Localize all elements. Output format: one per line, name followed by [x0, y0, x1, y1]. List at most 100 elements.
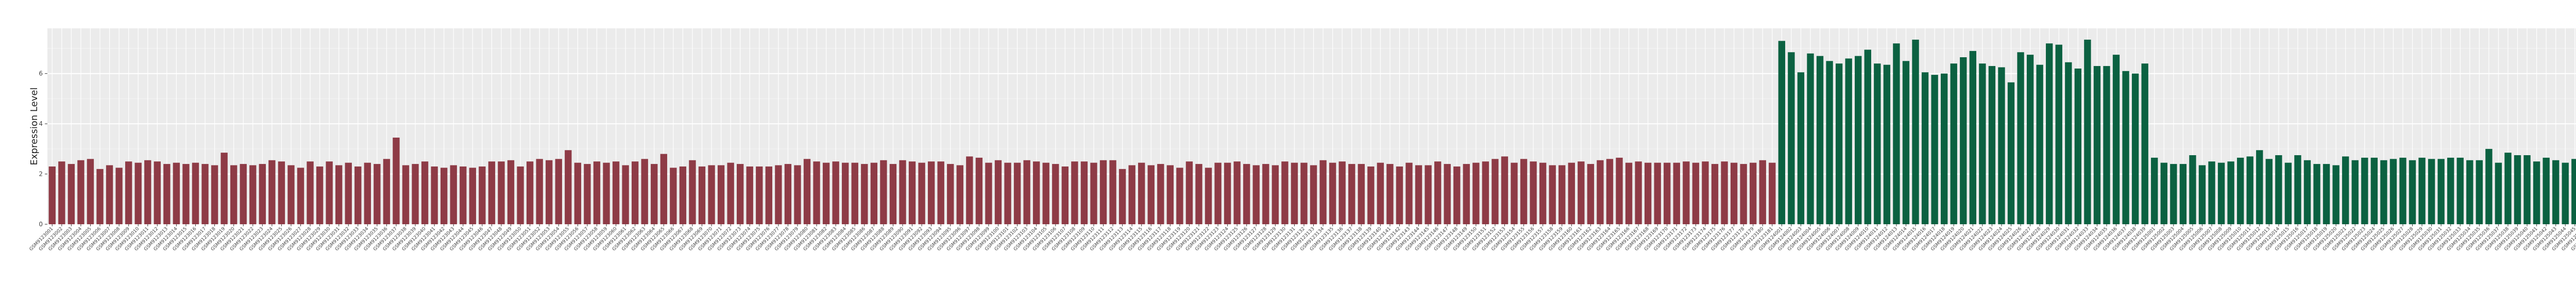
bar-GSM9123097	[966, 156, 973, 224]
y-axis: 0 2 4 6	[39, 70, 47, 228]
bar-GSM9125041	[2533, 161, 2540, 224]
bar-GSM9123074	[746, 166, 753, 224]
bar-GSM9123086	[861, 164, 868, 224]
bar-GSM9124035	[2103, 66, 2110, 224]
bar-GSM9125009	[2227, 161, 2234, 224]
bar-GSM9124009	[1855, 56, 1862, 224]
bar-GSM9125035	[2476, 160, 2483, 224]
bar-GSM9124028	[2036, 64, 2043, 224]
bar-GSM9123167	[1635, 161, 1642, 224]
bar-GSM9123115	[1138, 162, 1145, 224]
bar-GSM9123058	[593, 161, 601, 224]
bar-GSM9123069	[698, 166, 706, 224]
bar-GSM9123028	[307, 161, 314, 224]
bar-GSM9123109	[1080, 161, 1088, 224]
bar-GSM9123070	[708, 165, 715, 224]
bar-GSM9123164	[1606, 159, 1614, 224]
bar-GSM9123011	[144, 160, 151, 224]
bar-GSM9125024	[2370, 157, 2378, 224]
bar-GSM9125037	[2495, 162, 2502, 224]
bar-GSM9123121	[1195, 164, 1202, 224]
bar-GSM9124011	[1874, 63, 1881, 225]
bar-GSM9123159	[1558, 165, 1566, 224]
bar-GSM9124020	[1960, 57, 1967, 224]
bar-GSM9123156	[1530, 161, 1537, 224]
bar-GSM9123180	[1759, 160, 1766, 224]
bar-GSM9123068	[689, 160, 696, 224]
bar-GSM9125043	[2552, 160, 2560, 224]
bar-GSM9123048	[498, 161, 505, 224]
bar-GSM9123107	[1061, 166, 1069, 224]
bar-GSM9124006	[1826, 61, 1833, 224]
bar-GSM9124023	[1988, 66, 1996, 224]
x-axis: GSM9123001GSM9123002GSM9123003GSM9123004…	[29, 224, 2576, 252]
bars	[48, 39, 2576, 225]
bar-GSM9123012	[154, 161, 161, 224]
bar-GSM9123063	[641, 159, 648, 224]
bar-GSM9124017	[1931, 75, 1938, 224]
bar-GSM9123083	[832, 161, 839, 224]
bar-GSM9123179	[1750, 162, 1757, 224]
bar-GSM9125013	[2265, 159, 2273, 224]
bar-GSM9123004	[77, 160, 84, 224]
bar-GSM9123073	[737, 164, 744, 224]
bar-GSM9125011	[2246, 156, 2253, 224]
bar-GSM9125025	[2380, 160, 2387, 224]
y-axis-label: Expression Level	[29, 88, 40, 165]
bar-GSM9123090	[899, 160, 906, 224]
bar-GSM9124013	[1893, 43, 1900, 224]
bar-GSM9123126	[1243, 164, 1250, 224]
bar-GSM9123066	[670, 168, 677, 224]
bar-GSM9123032	[345, 162, 352, 224]
bar-GSM9125021	[2342, 156, 2349, 224]
bar-GSM9125022	[2351, 160, 2359, 224]
bar-GSM9124029	[2046, 43, 2053, 224]
bar-GSM9125042	[2543, 157, 2550, 224]
bar-GSM9123122	[1205, 168, 1212, 224]
bar-GSM9124036	[2112, 55, 2120, 225]
bar-GSM9123155	[1520, 159, 1528, 224]
bar-GSM9123003	[67, 164, 75, 224]
bar-GSM9123176	[1721, 161, 1728, 224]
bar-GSM9123057	[584, 164, 591, 224]
bar-GSM9123051	[526, 161, 534, 224]
bar-GSM9123117	[1157, 164, 1164, 224]
bar-GSM9123081	[813, 161, 820, 224]
bar-GSM9123105	[1042, 162, 1049, 224]
bar-GSM9123002	[58, 161, 65, 224]
bar-GSM9123026	[287, 165, 295, 224]
bar-GSM9124016	[1921, 72, 1929, 224]
bar-GSM9125014	[2275, 155, 2282, 224]
bar-GSM9123021	[240, 164, 247, 224]
bar-GSM9123102	[1013, 162, 1021, 224]
bar-GSM9123114	[1128, 165, 1136, 224]
bar-GSM9123131	[1291, 162, 1298, 224]
bar-GSM9123157	[1539, 162, 1547, 224]
bar-GSM9123133	[1310, 165, 1317, 224]
bar-GSM9124038	[2131, 73, 2139, 224]
bar-GSM9123142	[1396, 166, 1403, 224]
bar-GSM9124024	[1998, 67, 2005, 224]
bar-GSM9123060	[612, 161, 620, 224]
bar-GSM9123006	[96, 169, 104, 224]
bar-GSM9125033	[2456, 157, 2464, 224]
bar-GSM9123025	[278, 161, 285, 224]
bar-GSM9123139	[1367, 166, 1375, 224]
bar-GSM9123150	[1472, 162, 1480, 224]
bar-GSM9125001	[2151, 157, 2158, 224]
bar-GSM9123087	[870, 162, 878, 224]
bar-GSM9124026	[2017, 52, 2024, 224]
bar-GSM9123175	[1711, 164, 1719, 224]
bar-GSM9124033	[2084, 39, 2091, 225]
bar-GSM9123059	[603, 162, 610, 224]
bar-GSM9123096	[956, 165, 963, 224]
bar-GSM9123044	[460, 166, 467, 224]
bar-GSM9124018	[1940, 73, 1948, 224]
bar-GSM9123177	[1730, 162, 1738, 224]
bar-GSM9125008	[2217, 162, 2225, 224]
bar-GSM9123158	[1549, 165, 1556, 224]
bar-GSM9123132	[1300, 162, 1308, 224]
bar-GSM9123181	[1769, 162, 1776, 224]
bar-GSM9123161	[1578, 161, 1585, 224]
bar-GSM9123089	[889, 164, 897, 224]
